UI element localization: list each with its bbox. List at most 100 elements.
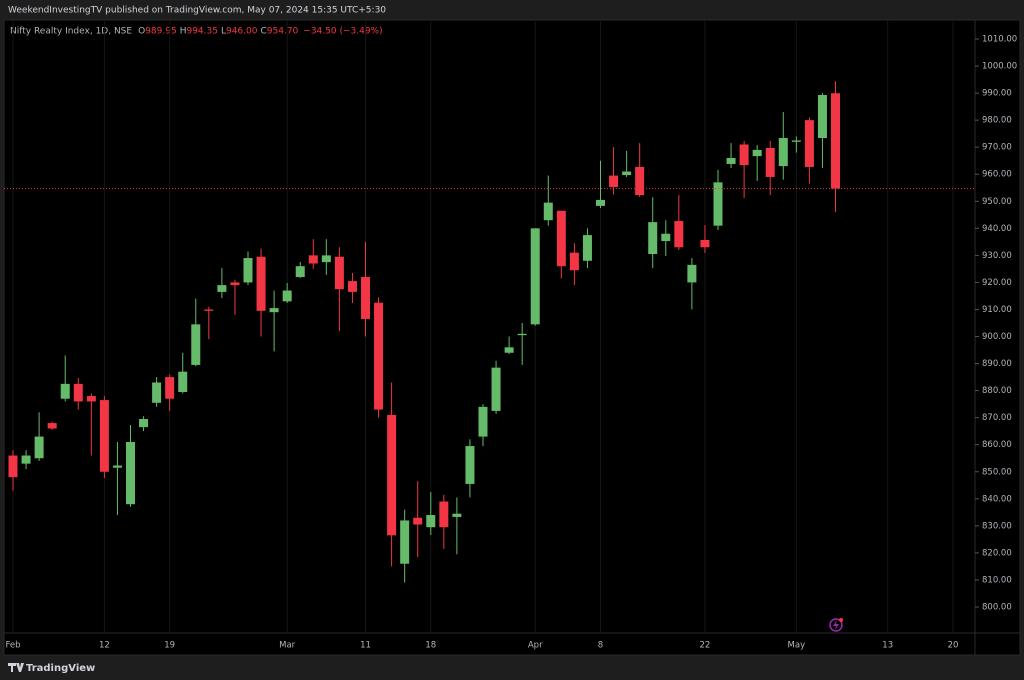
y-tick-label: 820.00 (982, 548, 1012, 558)
ohlc-value: 946.00 (226, 27, 258, 37)
candle-body (622, 171, 632, 176)
ohlc-value: 994.35 (186, 27, 218, 37)
candle-body (178, 371, 188, 392)
candle-body (126, 442, 135, 505)
ohlc-label: H (180, 27, 187, 37)
candle-body (86, 396, 96, 402)
candle-body (831, 93, 840, 189)
candle-body (34, 436, 44, 459)
candle-body (504, 347, 514, 353)
y-tick-label: 900.00 (982, 332, 1012, 342)
candle-body (517, 333, 527, 336)
candle-body (569, 252, 579, 271)
candle-body (478, 406, 488, 437)
candle-body (791, 140, 801, 142)
candle-body (347, 281, 357, 292)
y-tick-label: 800.00 (982, 603, 1012, 613)
y-tick-label: 1010.00 (982, 35, 1017, 45)
candle-body (334, 256, 344, 290)
candle-body (282, 290, 292, 302)
candle-body (635, 166, 645, 196)
y-tick-label: 920.00 (982, 278, 1012, 288)
change: −34.50 (−3.49%) (303, 27, 382, 37)
x-tick-label: 18 (425, 641, 436, 651)
candle-body (413, 517, 423, 525)
x-tick-label: Feb (5, 641, 20, 651)
attribution: WeekendInvestingTV published on TradingV… (8, 6, 386, 16)
candle-body (152, 382, 162, 403)
candle-body (465, 446, 475, 484)
x-tick-label: 19 (164, 641, 175, 651)
candle-body (361, 277, 370, 319)
candle-body (256, 256, 266, 311)
x-tick-label: May (788, 641, 806, 651)
candle-body (217, 285, 227, 292)
x-tick-label: 11 (360, 641, 371, 651)
candle-body (804, 120, 814, 167)
y-tick-label: 1000.00 (982, 62, 1017, 72)
y-tick-label: 890.00 (982, 359, 1012, 369)
candle-body (73, 383, 83, 402)
candle-body (713, 182, 723, 226)
x-tick-label: 8 (598, 641, 603, 651)
y-tick-label: 840.00 (982, 494, 1012, 504)
y-tick-label: 990.00 (982, 89, 1012, 99)
candle-body (112, 465, 122, 468)
x-tick-label: 20 (948, 641, 959, 651)
candle-body (609, 175, 619, 187)
candle-body (661, 233, 671, 242)
x-tick-label: Mar (279, 641, 296, 651)
candle-body (726, 158, 736, 164)
candle-body (269, 308, 279, 313)
y-tick-label: 810.00 (982, 575, 1012, 585)
candle-body (308, 255, 318, 264)
candle-body (47, 423, 57, 429)
candle-body (543, 202, 553, 221)
chart-panel (3, 19, 1021, 656)
x-tick-label: 13 (882, 641, 893, 651)
candle-body (596, 199, 605, 206)
branding: TradingView (26, 663, 95, 674)
ohlc-value: 989.95 (145, 27, 177, 37)
candle-body (230, 282, 240, 286)
candle-body (400, 520, 410, 564)
candle-body (817, 94, 827, 138)
x-tick-label: 22 (700, 641, 711, 651)
watermark-icon (829, 618, 843, 632)
candle-body (295, 266, 305, 278)
ohlc-value: 954.70 (267, 27, 299, 37)
candle-body (530, 228, 540, 325)
ohlc-label: O (138, 27, 145, 37)
candle-body (765, 148, 775, 177)
candle-body (204, 309, 214, 311)
candle-body (21, 455, 31, 464)
y-tick-label: 880.00 (982, 386, 1012, 396)
candle-body (99, 400, 109, 472)
candle-body (321, 255, 331, 263)
y-tick-label: 930.00 (982, 251, 1012, 261)
y-tick-label: 950.00 (982, 197, 1012, 207)
candle-body (687, 264, 697, 283)
y-tick-label: 980.00 (982, 116, 1012, 126)
y-tick-label: 970.00 (982, 143, 1012, 153)
candle-body (191, 324, 201, 365)
y-tick-label: 860.00 (982, 440, 1012, 450)
y-tick-label: 940.00 (982, 224, 1012, 234)
y-tick-label: 960.00 (982, 170, 1012, 180)
candle-body (700, 239, 710, 248)
candle-body (387, 414, 397, 536)
candle-body (674, 221, 684, 248)
chart-title: Nifty Realty Index, 1D, NSE (10, 27, 132, 37)
candle-body (452, 513, 462, 517)
candle-body (778, 137, 788, 167)
x-tick-label: 12 (99, 641, 110, 651)
ohlc-label: C (260, 27, 266, 37)
candle-body (426, 515, 436, 528)
candle-body (374, 302, 384, 410)
candle-body (556, 210, 566, 267)
candle-body (8, 455, 18, 478)
logo (8, 663, 24, 672)
candle-body (60, 383, 70, 399)
